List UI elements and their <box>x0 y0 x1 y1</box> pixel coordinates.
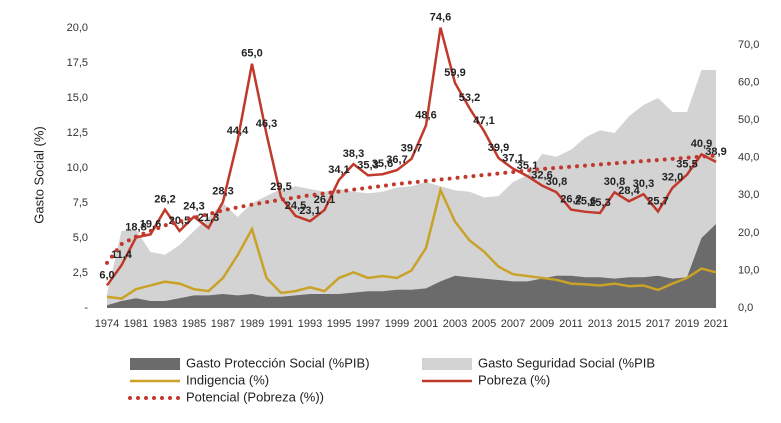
y-tick-label: 5,0 <box>73 232 88 244</box>
data-label: 23,1 <box>299 205 320 217</box>
x-tick-label: 2017 <box>646 318 670 330</box>
x-tick-label: 2007 <box>501 318 525 330</box>
y2-tick-label: 0,0 <box>738 302 753 314</box>
y2-tick-label: 60,0 <box>738 76 759 88</box>
x-tick-label: 1991 <box>269 318 293 330</box>
data-label: 40,9 <box>691 138 712 150</box>
data-label: 39,9 <box>488 142 509 154</box>
y-tick-label: - <box>84 302 88 314</box>
x-tick-label: 2013 <box>588 318 612 330</box>
x-tick-label: 2009 <box>530 318 554 330</box>
data-label: 29,5 <box>270 181 291 193</box>
data-label: 32,0 <box>662 172 683 184</box>
data-label: 28,3 <box>212 186 233 198</box>
y-tick-label: 12,5 <box>67 127 88 139</box>
legend-label: Gasto Seguridad Social (%PIB <box>478 355 655 370</box>
data-label: 26,2 <box>154 193 175 205</box>
x-tick-label: 1993 <box>298 318 322 330</box>
legend-label: Potencial (Pobreza (%)) <box>186 389 324 404</box>
data-label: 37,1 <box>502 153 523 165</box>
data-label: 30,8 <box>546 176 567 188</box>
x-tick-label: 2021 <box>704 318 728 330</box>
x-tick-label: 2019 <box>675 318 699 330</box>
area <box>107 70 716 308</box>
data-label: 44,4 <box>227 125 249 137</box>
y2-tick-label: 10,0 <box>738 264 759 276</box>
legend-label: Gasto Protección Social (%PIB) <box>186 355 370 370</box>
x-tick-label: 1983 <box>153 318 177 330</box>
data-label: 59,9 <box>444 67 465 79</box>
data-label: 39,7 <box>401 143 422 155</box>
y-tick-label: 17,5 <box>67 57 88 69</box>
area <box>107 224 716 308</box>
data-label: 18,8 <box>125 221 146 233</box>
x-tick-label: 1985 <box>182 318 206 330</box>
data-label: 38,9 <box>705 146 726 158</box>
x-tick-label: 2003 <box>443 318 467 330</box>
data-label: 35,5 <box>676 159 697 171</box>
y-axis-title: Gasto Social (%) <box>31 126 46 224</box>
data-label: 26,1 <box>314 194 335 206</box>
y2-tick-label: 70,0 <box>738 39 759 51</box>
legend-label: Indigencia (%) <box>186 372 269 387</box>
line <box>105 153 718 265</box>
data-label: 24,3 <box>183 201 204 213</box>
x-tick-label: 2015 <box>617 318 641 330</box>
data-label: 38,3 <box>343 148 364 160</box>
legend-label: Pobreza (%) <box>478 372 550 387</box>
data-label: 34,1 <box>328 164 349 176</box>
data-label: 25,7 <box>647 195 668 207</box>
y2-tick-label: 30,0 <box>738 189 759 201</box>
legend-swatch <box>422 358 472 370</box>
data-label: 35,3 <box>357 159 378 171</box>
data-label: 6,0 <box>99 269 114 281</box>
data-label: 30,8 <box>604 176 625 188</box>
y-tick-label: 20,0 <box>67 22 88 34</box>
data-label: 47,1 <box>473 115 494 127</box>
x-tick-label: 2011 <box>559 318 583 330</box>
y-tick-label: 10,0 <box>67 162 88 174</box>
x-tick-label: 1989 <box>240 318 264 330</box>
y-tick-label: 2,5 <box>73 267 88 279</box>
data-label: 21,3 <box>198 212 219 224</box>
x-tick-label: 1999 <box>385 318 409 330</box>
line <box>105 27 717 287</box>
y2-tick-label: 40,0 <box>738 152 759 164</box>
line <box>106 186 717 300</box>
x-tick-label: 2001 <box>414 318 438 330</box>
data-label: 36,7 <box>386 154 407 166</box>
y-tick-label: 15,0 <box>67 92 88 104</box>
data-label: 30,3 <box>633 178 654 190</box>
data-label: 46,3 <box>256 118 277 130</box>
data-label: 35,1 <box>517 160 538 172</box>
y2-tick-label: 50,0 <box>738 114 759 126</box>
data-label: 26,2 <box>560 193 581 205</box>
data-label: 28,4 <box>618 185 640 197</box>
x-tick-label: 2005 <box>472 318 496 330</box>
x-tick-label: 1997 <box>356 318 380 330</box>
x-tick-label: 1981 <box>124 318 148 330</box>
data-label: 25,3 <box>589 197 610 209</box>
x-tick-label: 1974 <box>95 318 119 330</box>
data-label: 25,6 <box>575 196 596 208</box>
x-tick-label: 1995 <box>327 318 351 330</box>
x-tick-label: 1987 <box>211 318 235 330</box>
legend-swatch <box>130 358 180 370</box>
data-label: 65,0 <box>241 48 262 60</box>
y-tick-label: 7,5 <box>73 197 88 209</box>
data-label: 48,6 <box>415 109 436 121</box>
data-label: 19,6 <box>140 218 161 230</box>
data-label: 74,6 <box>430 12 451 24</box>
data-label: 35,6 <box>372 158 393 170</box>
data-label: 53,2 <box>459 92 480 104</box>
data-label: 24,5 <box>285 200 306 212</box>
data-label: 32,6 <box>531 169 552 181</box>
y2-tick-label: 20,0 <box>738 227 759 239</box>
data-label: 11,4 <box>111 249 133 261</box>
